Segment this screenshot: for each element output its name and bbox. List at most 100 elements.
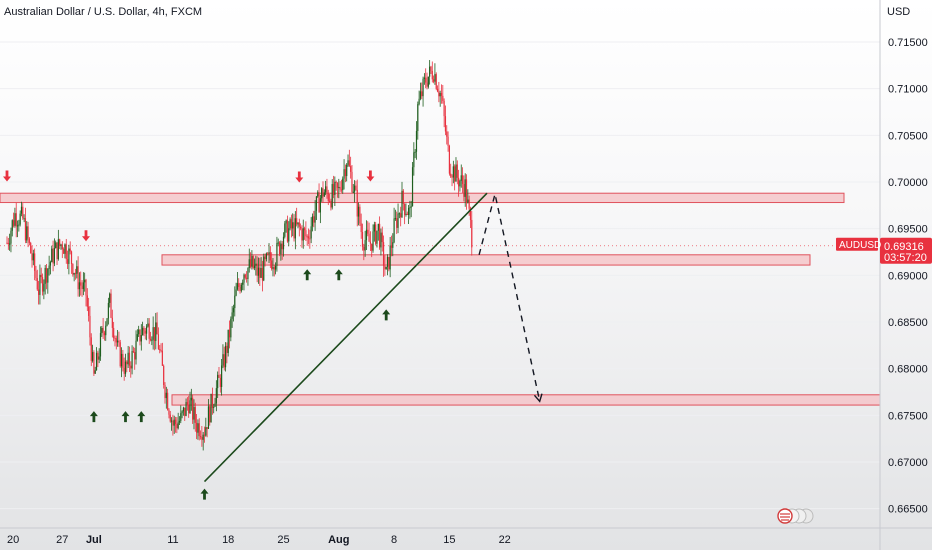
candle-body <box>376 230 378 244</box>
price-axis-unit: USD <box>887 6 910 18</box>
candle-body <box>443 100 445 117</box>
candle-body <box>16 225 19 227</box>
candle-body <box>122 353 124 368</box>
candle-body <box>132 351 134 353</box>
candle-body <box>452 166 454 178</box>
candle-body <box>303 228 306 231</box>
candle-body <box>68 248 70 264</box>
candle-body <box>454 166 456 182</box>
candle-body <box>113 327 115 339</box>
candle-body <box>363 246 365 251</box>
candle-body <box>414 151 416 153</box>
candle-body <box>429 66 431 77</box>
candle-body <box>38 289 40 295</box>
candle-body <box>450 173 452 177</box>
x-tick-label: 15 <box>443 534 455 546</box>
candle-body <box>444 116 447 132</box>
candle-body <box>34 253 36 271</box>
candle-body <box>313 216 315 223</box>
current-price-countdown: 03:57:20 <box>884 252 927 264</box>
candle-body <box>72 263 74 275</box>
candle-body <box>455 164 457 182</box>
candle-body <box>415 130 418 152</box>
candle-body <box>467 199 469 203</box>
x-tick-label: Jul <box>86 534 102 546</box>
candle-body <box>400 213 402 218</box>
candle-body <box>185 402 187 416</box>
candle-body <box>272 267 274 269</box>
candle-body <box>152 327 154 340</box>
candle-body <box>418 98 420 105</box>
candle-body <box>380 232 382 248</box>
candle-body <box>251 256 253 267</box>
candle-body <box>63 249 65 254</box>
candle-body <box>289 219 291 229</box>
zone-rect <box>161 254 811 266</box>
candle-body <box>371 243 373 251</box>
candle-body <box>203 434 206 436</box>
candle-body <box>352 191 354 193</box>
candle-body <box>128 352 131 366</box>
candle-body <box>422 78 424 97</box>
candle-body <box>153 327 156 341</box>
candle-body <box>168 409 170 415</box>
candle-body <box>277 242 279 244</box>
candle-body <box>221 365 223 387</box>
candle-body <box>240 284 242 291</box>
candle-body <box>465 179 468 203</box>
candle-body <box>273 267 275 270</box>
candle-body <box>386 256 389 267</box>
candle-body <box>53 248 55 264</box>
candle-body <box>35 270 37 279</box>
candle-body <box>64 244 66 254</box>
candle-body <box>126 361 128 365</box>
candle-body <box>357 206 360 217</box>
candle-body <box>296 218 298 225</box>
candle-body <box>186 402 188 405</box>
candle-body <box>292 222 294 229</box>
candle-body <box>70 251 73 264</box>
candle-body <box>328 200 331 202</box>
candle-body <box>206 427 208 429</box>
candle-body <box>11 220 13 231</box>
candle-body <box>163 365 165 385</box>
candle-body <box>425 77 427 83</box>
candle-body <box>461 175 464 185</box>
candle-body <box>332 184 335 196</box>
candle-body <box>368 233 370 242</box>
candle-body <box>180 413 182 421</box>
candle-body <box>448 146 450 174</box>
candle-body <box>213 406 215 408</box>
candle-body <box>330 201 332 208</box>
candle-body <box>356 189 358 217</box>
candle-body <box>231 312 233 319</box>
candle-body <box>43 283 45 292</box>
current-price-value: 0.69316 <box>884 241 924 253</box>
candle-body <box>20 206 23 214</box>
candle-body <box>173 419 175 426</box>
candle-body <box>306 236 308 238</box>
candle-body <box>275 265 277 270</box>
candle-body <box>51 248 53 263</box>
candle-body <box>110 293 112 318</box>
candle-body <box>390 245 393 248</box>
candle-body <box>202 434 204 440</box>
candle-body <box>350 166 352 172</box>
candle-body <box>460 175 462 181</box>
candle-body <box>385 266 387 270</box>
up-arrow-icon <box>303 269 312 281</box>
candle-body <box>189 400 191 414</box>
candle-body <box>430 66 432 71</box>
trendline <box>203 192 488 483</box>
candle-body <box>184 407 186 416</box>
candle-body <box>101 327 103 334</box>
candle-body <box>346 164 348 177</box>
candle-body <box>217 374 219 389</box>
candle-body <box>364 240 366 251</box>
candle-body <box>447 136 449 147</box>
candle-body <box>76 266 78 274</box>
candle-body <box>323 192 325 197</box>
candle-body <box>99 333 102 357</box>
candle-body <box>59 239 61 246</box>
